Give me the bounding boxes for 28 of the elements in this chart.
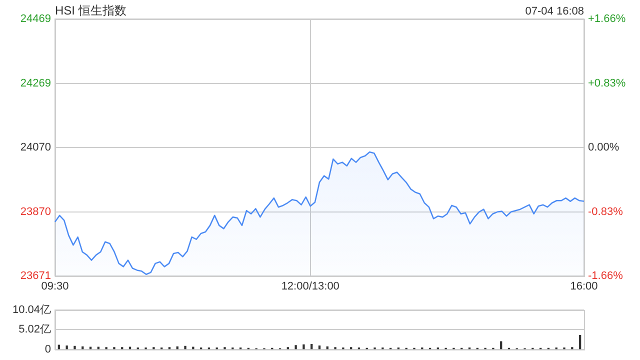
bar bbox=[97, 346, 100, 350]
bar bbox=[74, 346, 76, 350]
chart-title: HSI 恒生指数 bbox=[55, 3, 126, 18]
x-tick-label: 16:00 bbox=[570, 280, 598, 293]
y-tick-label: 23870 bbox=[20, 206, 51, 218]
x-tick-label: 12:00/13:00 bbox=[281, 280, 340, 293]
y-tick-label: 0 bbox=[44, 343, 51, 356]
y-tick-label: 24269 bbox=[20, 77, 51, 90]
bar bbox=[184, 346, 186, 350]
y-tick-label: 23671 bbox=[20, 270, 51, 282]
y2-tick-label: -1.66% bbox=[588, 270, 624, 282]
text: 07-04 16:08 bbox=[525, 6, 584, 18]
bar bbox=[500, 341, 502, 350]
bar bbox=[294, 345, 297, 350]
y2-tick-label: 0.00% bbox=[588, 142, 620, 154]
x-tick-label: 09:30 bbox=[41, 280, 69, 293]
bar bbox=[89, 346, 92, 350]
bar bbox=[192, 346, 194, 350]
bar bbox=[128, 346, 132, 350]
bar bbox=[578, 334, 582, 350]
y-tick-label: 24070 bbox=[20, 142, 51, 154]
y2-tick-label: +1.66% bbox=[588, 13, 626, 26]
y-tick-label: 10.04亿 bbox=[12, 304, 51, 316]
y-tick-label: 5.02亿 bbox=[18, 324, 51, 336]
y-tick-label: 24469 bbox=[20, 13, 51, 26]
bar bbox=[302, 344, 305, 350]
y2-tick-label: -0.83% bbox=[588, 206, 624, 218]
y2-tick-label: +0.83% bbox=[588, 77, 626, 90]
